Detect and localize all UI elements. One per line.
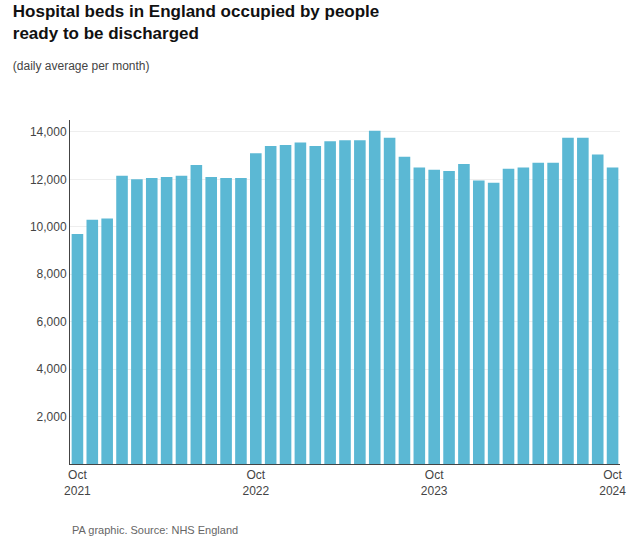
svg-text:12,000: 12,000 — [30, 173, 67, 187]
svg-text:Oct2021: Oct2021 — [64, 468, 91, 498]
svg-text:Hospital beds in England occup: Hospital beds in England occupied by peo… — [13, 2, 380, 43]
svg-text:4,000: 4,000 — [37, 362, 67, 376]
svg-text:2,000: 2,000 — [37, 410, 67, 424]
svg-text:Oct2024: Oct2024 — [599, 468, 626, 498]
svg-text:Oct2023: Oct2023 — [421, 468, 448, 498]
svg-text:(daily average per month): (daily average per month) — [13, 59, 150, 73]
svg-text:PA graphic. Source: NHS Englan: PA graphic. Source: NHS England — [72, 524, 238, 536]
svg-text:6,000: 6,000 — [37, 315, 67, 329]
svg-text:14,000: 14,000 — [30, 125, 67, 139]
svg-text:Oct2022: Oct2022 — [242, 468, 269, 498]
svg-text:10,000: 10,000 — [30, 220, 67, 234]
svg-text:8,000: 8,000 — [37, 267, 67, 281]
